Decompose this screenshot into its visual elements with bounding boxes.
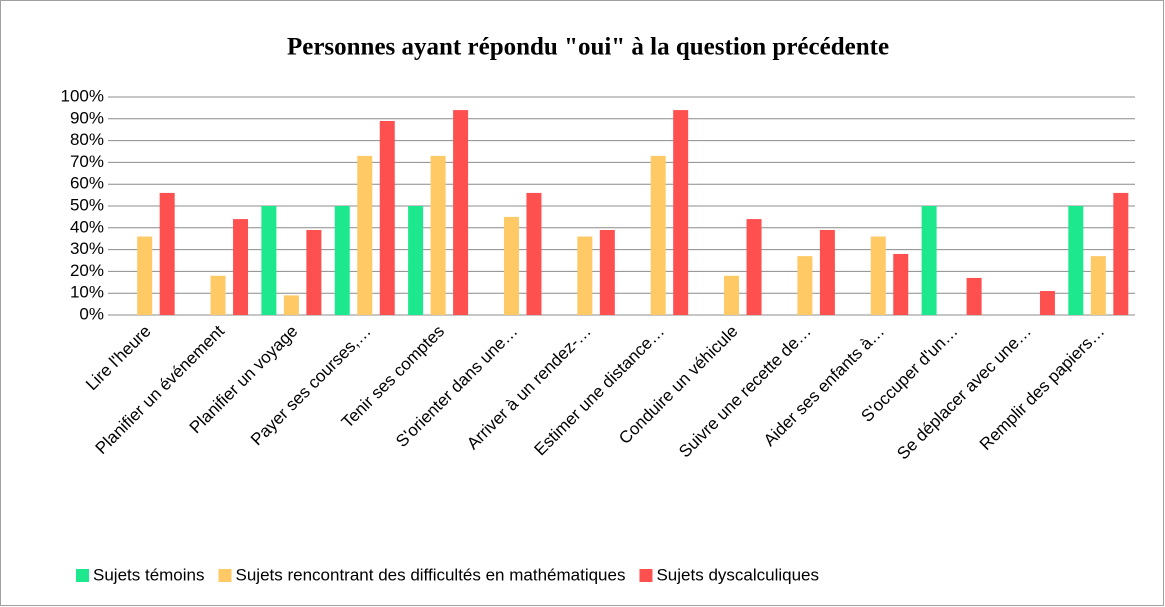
bar — [893, 253, 909, 315]
y-tick-label: 90% — [70, 108, 104, 127]
legend: Sujets témoins Sujets rencontrant des dif… — [76, 565, 819, 584]
bar — [283, 295, 299, 315]
bar — [357, 155, 373, 315]
bar — [650, 155, 666, 315]
bar — [673, 110, 689, 315]
bar — [210, 275, 226, 315]
bar — [577, 236, 593, 315]
bar — [306, 229, 322, 315]
legend-label: Sujets dyscalculiques — [656, 565, 819, 584]
bar — [1068, 206, 1084, 315]
y-tick-label: 80% — [70, 130, 104, 149]
bar — [966, 277, 982, 315]
y-tick-label: 20% — [70, 261, 104, 280]
y-tick-label: 60% — [70, 174, 104, 193]
bar — [159, 192, 175, 315]
bar — [430, 155, 446, 315]
y-tick-label: 0% — [79, 304, 104, 323]
bar — [137, 236, 153, 315]
bar — [233, 219, 249, 315]
bar — [526, 192, 542, 315]
bar — [408, 206, 424, 315]
legend-label: Sujets rencontrant des difficultés en ma… — [236, 565, 626, 584]
y-tick-label: 70% — [70, 152, 104, 171]
y-tick-label: 40% — [70, 217, 104, 236]
legend-swatch — [76, 569, 89, 582]
bar — [819, 229, 835, 315]
legend-swatch — [218, 569, 232, 582]
bar — [746, 219, 762, 315]
bar — [599, 229, 615, 315]
bar — [334, 206, 350, 315]
y-tick-label: 30% — [70, 239, 104, 258]
y-tick-label: 100% — [61, 86, 104, 105]
bar — [1090, 256, 1106, 315]
y-tick-label: 50% — [70, 195, 104, 214]
legend-swatch — [639, 569, 653, 582]
bar — [453, 110, 469, 315]
bar — [724, 275, 740, 315]
y-tick-label: 10% — [70, 283, 104, 302]
bar — [261, 206, 277, 315]
bar — [1039, 291, 1055, 315]
bar — [797, 256, 813, 315]
bar — [503, 216, 519, 315]
bar — [921, 206, 937, 315]
legend-label: Sujets témoins — [93, 565, 205, 584]
bar — [870, 236, 886, 315]
bar — [1113, 192, 1129, 315]
chart-title: Personnes ayant répondu "oui" à la quest… — [287, 34, 889, 61]
bar — [379, 120, 395, 315]
